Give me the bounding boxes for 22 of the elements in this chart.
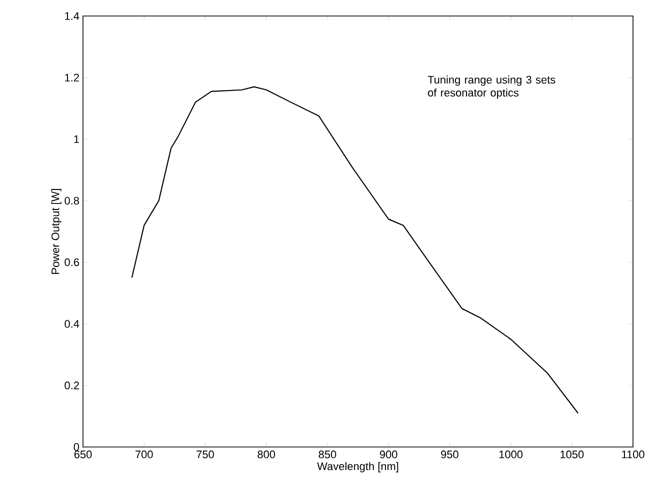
x-tick-label: 1100 [622,450,644,458]
y-tick-label: 1.2 [65,74,79,82]
y-tick-label: 0.4 [64,320,80,328]
line-series [131,86,579,414]
x-tick-label: 750 [196,450,214,458]
x-tick-label: 700 [136,450,153,458]
x-tick-label: 1050 [560,450,584,458]
x-tick-label: 900 [380,450,398,458]
annotation: Tuning range using 3 sets of resonator optics [428,76,556,99]
y-axis-title: Power Output [W] [51,189,62,274]
x-tick-label: 850 [318,450,336,458]
x-tick-label: 650 [74,450,92,458]
x-tick-label: 1000 [499,450,523,458]
y-tick-label: 0.2 [64,382,79,390]
y-tick-label: 1 [74,135,79,143]
y-tick-label: 1.4 [65,12,80,20]
y-tick-label: 0.8 [64,196,79,205]
x-tick-label: 800 [258,450,276,458]
y-tick-label: 0 [74,443,80,451]
x-axis-title: Wavelength [nm] [317,462,398,472]
y-tick-label: 0.6 [64,258,79,266]
x-tick-label: 950 [441,450,458,458]
